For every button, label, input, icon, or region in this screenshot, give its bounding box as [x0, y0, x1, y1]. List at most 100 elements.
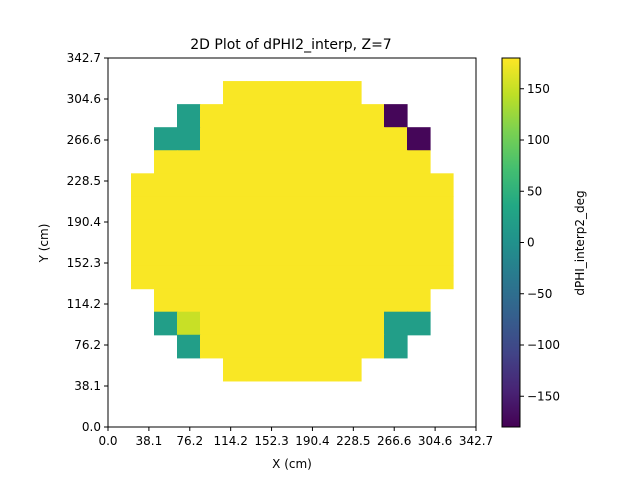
heatmap-cell [246, 81, 270, 105]
heatmap-cell [154, 196, 178, 221]
heatmap-cell [361, 334, 385, 359]
colorbar-tick-label: 0 [527, 236, 535, 250]
y-tick-label: 190.4 [67, 215, 101, 229]
heatmap-cell [407, 311, 431, 336]
heatmap-cell [131, 173, 155, 197]
heatmap-cell [131, 242, 155, 267]
heatmap-cell [361, 288, 385, 313]
heatmap-cell [384, 334, 408, 359]
heatmap-cell [338, 219, 362, 244]
heatmap-cell [154, 219, 178, 244]
heatmap-cell [200, 242, 224, 267]
heatmap-cell [200, 219, 224, 244]
heatmap-cell [338, 357, 362, 382]
heatmap-cell [269, 288, 293, 313]
heatmap-cell [131, 265, 155, 290]
heatmap-cell [292, 357, 316, 382]
x-tick-label: 0.0 [98, 434, 117, 448]
heatmap-cell [430, 219, 454, 244]
heatmap-cell [223, 334, 247, 359]
heatmap-cell [200, 311, 224, 336]
heatmap-cell [338, 127, 362, 151]
heatmap-cell [200, 173, 224, 197]
y-tick-label: 38.1 [74, 379, 101, 393]
heatmap-cell [246, 104, 270, 128]
heatmap-cell [292, 265, 316, 290]
y-tick-label: 266.6 [67, 133, 101, 147]
heatmap-cell [177, 104, 201, 128]
heatmap-cell [200, 196, 224, 221]
heatmap-cell [154, 127, 178, 151]
heatmap-cell [177, 334, 201, 359]
heatmap-cell [223, 196, 247, 221]
heatmap-cell [154, 150, 178, 174]
heatmap-cell [315, 357, 339, 382]
x-tick-label: 228.5 [336, 434, 370, 448]
heatmap-cell [223, 127, 247, 151]
x-tick-label: 152.3 [254, 434, 288, 448]
heatmap-cell [154, 173, 178, 197]
heatmap-cell [315, 173, 339, 197]
heatmap-cell [384, 219, 408, 244]
heatmap-cell [361, 173, 385, 197]
heatmap-cell [338, 334, 362, 359]
heatmap-cell [384, 104, 408, 128]
heatmap-cell [246, 357, 270, 382]
heatmap-cell [384, 173, 408, 197]
heatmap-cell [361, 104, 385, 128]
colorbar-gradient [501, 57, 521, 428]
heatmap-cell [246, 173, 270, 197]
heatmap-cell [430, 196, 454, 221]
heatmap-cell [223, 104, 247, 128]
colorbar-tick-label: −150 [527, 389, 560, 403]
heatmap-cell [361, 311, 385, 336]
heatmap-cell [407, 150, 431, 174]
y-tick-label: 152.3 [67, 256, 101, 270]
colorbar-label: dPHI_interp2_deg [573, 190, 587, 295]
heatmap-cell [269, 265, 293, 290]
heatmap-cell [246, 311, 270, 336]
heatmap-cell [384, 150, 408, 174]
heatmap-cell [246, 288, 270, 313]
y-tick-label: 0.0 [82, 420, 101, 434]
heatmap-cell [246, 265, 270, 290]
heatmap-cell [154, 242, 178, 267]
heatmap-cell [384, 311, 408, 336]
heatmap-cell [223, 288, 247, 313]
heatmap-cell [292, 334, 316, 359]
heatmap-cell [384, 265, 408, 290]
heatmap-cell [338, 288, 362, 313]
colorbar-ticks: 150 100 50 0 −50 −100 −150 [520, 82, 560, 403]
heatmap-cell [407, 288, 431, 313]
heatmap-cell [430, 265, 454, 290]
heatmap-cell [338, 242, 362, 267]
heatmap-cell [269, 334, 293, 359]
y-tick-label: 114.2 [67, 297, 101, 311]
heatmap-cell [269, 173, 293, 197]
heatmap-cell [269, 104, 293, 128]
heatmap-cell [292, 104, 316, 128]
heatmap-cell [292, 150, 316, 174]
heatmap-cell [223, 311, 247, 336]
y-tick-label: 228.5 [67, 174, 101, 188]
heatmap-cell [315, 288, 339, 313]
heatmap-cell [338, 196, 362, 221]
heatmap-cell [292, 219, 316, 244]
heatmap-cell [177, 288, 201, 313]
heatmap-cell [384, 127, 408, 151]
y-axis: 0.0 38.1 76.2 114.2 152.3 190.4 228.5 266.6 304.… [67, 51, 108, 434]
heatmap-cell [177, 219, 201, 244]
y-tick-label: 342.7 [67, 51, 101, 65]
heatmap-cell [154, 288, 178, 313]
plot-area [107, 57, 477, 428]
heatmap-cell [338, 81, 362, 105]
heatmap-cell [269, 219, 293, 244]
heatmap-cell [131, 219, 155, 244]
heatmap-cell [407, 173, 431, 197]
heatmap-cell [269, 150, 293, 174]
heatmap-cell [177, 311, 201, 336]
x-tick-label: 114.2 [213, 434, 247, 448]
y-tick-label: 76.2 [74, 338, 101, 352]
heatmap-cell [246, 219, 270, 244]
